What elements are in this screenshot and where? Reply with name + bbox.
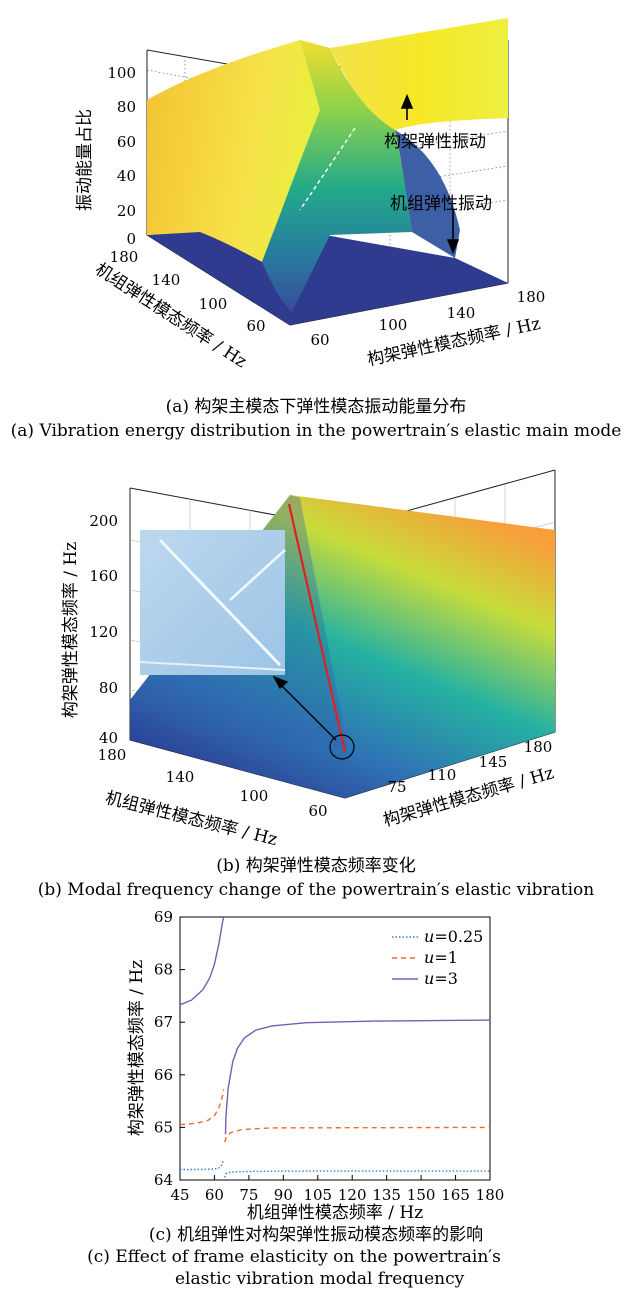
chart-c-xtick-label: 150 <box>407 1186 436 1204</box>
chart-a-ztick: 40 <box>117 167 136 185</box>
chart-a-ytick: 60 <box>310 331 329 349</box>
chart-c-legend-label: u=0.25 <box>424 927 483 946</box>
chart-a-ytick: 140 <box>447 304 476 322</box>
chart-a: 构架弹性振动 机组弹性振动 100 80 60 40 20 0 振动能量占比 1… <box>75 18 546 372</box>
chart-b-highlight-circle <box>329 734 355 760</box>
chart-c-xtick-label: 120 <box>338 1186 367 1204</box>
chart-a-ztick: 100 <box>107 64 136 82</box>
chart-b: 200 160 120 80 40 构架弹性模态频率 / Hz 180 140 … <box>61 469 556 845</box>
chart-c-legend-label: u=3 <box>424 969 458 988</box>
chart-a-annotation-frame: 构架弹性振动 <box>384 132 486 152</box>
chart-a-ytick: 100 <box>379 316 408 334</box>
chart-c-xtick-label: 180 <box>476 1186 505 1204</box>
chart-a-zlabel: 振动能量占比 <box>75 109 95 211</box>
chart-c-series-line-2-1 <box>224 1019 491 1135</box>
chart-c-series-line-0-1 <box>224 1170 490 1178</box>
chart-b-ztick: 200 <box>89 512 118 530</box>
chart-a-annotation-powertrain: 机组弹性振动 <box>390 194 492 214</box>
chart-c: 45 60 75 90 105 120 135 150 165 180 64 65 66 67 68 69 u… <box>127 908 505 1223</box>
chart-a-xtick: 140 <box>152 271 181 289</box>
chart-a-wall <box>262 40 412 312</box>
chart-b-xtick: 100 <box>240 787 269 805</box>
caption-c-en2: elastic vibration modal frequency <box>175 1269 465 1289</box>
chart-c-xtick-label: 165 <box>441 1186 470 1204</box>
chart-b-ztick: 160 <box>89 567 118 585</box>
chart-c-ytick-label: 66 <box>154 1066 173 1084</box>
chart-c-xtick-label: 60 <box>205 1186 224 1204</box>
chart-b-xtick: 60 <box>308 802 327 820</box>
chart-a-arrows <box>400 93 460 255</box>
chart-c-ytick-label: 64 <box>154 1171 173 1189</box>
chart-c-xlabel: 机组弹性模态频率 / Hz <box>247 1203 423 1223</box>
chart-c-xtick-label: 75 <box>239 1186 258 1204</box>
chart-a-ytick: 180 <box>517 288 546 306</box>
chart-c-xtick-label: 135 <box>372 1186 401 1204</box>
caption-b-en: (b) Modal frequency change of the powert… <box>37 880 595 900</box>
chart-c-legend-label: u=1 <box>424 948 458 967</box>
caption-a-cn: (a) 构架主模态下弹性模态振动能量分布 <box>165 397 467 417</box>
chart-a-ridge <box>299 127 356 211</box>
chart-b-ztick: 40 <box>99 729 118 747</box>
chart-a-xtick: 60 <box>246 317 265 335</box>
chart-b-ztick: 120 <box>89 623 118 641</box>
chart-c-series-line-1-0 <box>179 1089 225 1126</box>
chart-c-ylabel: 构架弹性模态频率 / Hz <box>127 960 147 1136</box>
chart-c-ytick-label: 68 <box>154 961 173 979</box>
chart-c-ytick-label: 69 <box>154 908 173 926</box>
chart-a-ztick: 0 <box>126 230 136 248</box>
chart-b-red-line <box>287 503 347 753</box>
chart-b-inset <box>139 530 286 675</box>
chart-c-ytick-label: 67 <box>154 1013 173 1031</box>
caption-c-cn: (c) 机组弹性对构架弹性振动模态频率的影响 <box>148 1225 484 1245</box>
caption-c-en1: (c) Effect of frame elasticity on the po… <box>87 1247 501 1267</box>
chart-c-series-line-1-1 <box>224 1126 491 1143</box>
chart-b-ytick: 145 <box>479 753 508 771</box>
chart-c-xtick-label: 45 <box>170 1186 189 1204</box>
chart-a-plateau-left <box>147 40 320 262</box>
chart-b-ytick: 110 <box>428 766 457 784</box>
caption-b-cn: (b) 构架弹性模态频率变化 <box>216 856 416 876</box>
chart-c-plot-area <box>179 916 491 1181</box>
chart-b-ytick: 75 <box>387 778 406 796</box>
chart-c-series-line-0-0 <box>180 1159 225 1171</box>
chart-b-xtick: 180 <box>98 746 127 764</box>
caption-a-en: (a) Vibration energy distribution in the… <box>10 421 622 441</box>
chart-a-plateau-right <box>330 18 508 130</box>
chart-c-series-line-2-0 <box>179 916 225 1006</box>
chart-a-ztick: 20 <box>117 202 136 220</box>
chart-a-ztick: 60 <box>117 133 136 151</box>
chart-a-floor <box>147 228 508 325</box>
chart-b-arrow <box>272 675 337 741</box>
chart-c-xtick-label: 105 <box>303 1186 332 1204</box>
chart-a-xtick: 100 <box>199 295 228 313</box>
chart-b-zlabel: 构架弹性模态频率 / Hz <box>61 542 81 718</box>
chart-b-ztick: 80 <box>99 679 118 697</box>
chart-b-xtick: 140 <box>166 768 195 786</box>
chart-c-ytick-label: 65 <box>154 1118 173 1136</box>
chart-c-xtick-label: 90 <box>274 1186 293 1204</box>
chart-a-ztick: 80 <box>117 98 136 116</box>
chart-b-ytick: 180 <box>524 738 553 756</box>
chart-a-xtick: 180 <box>110 248 139 266</box>
